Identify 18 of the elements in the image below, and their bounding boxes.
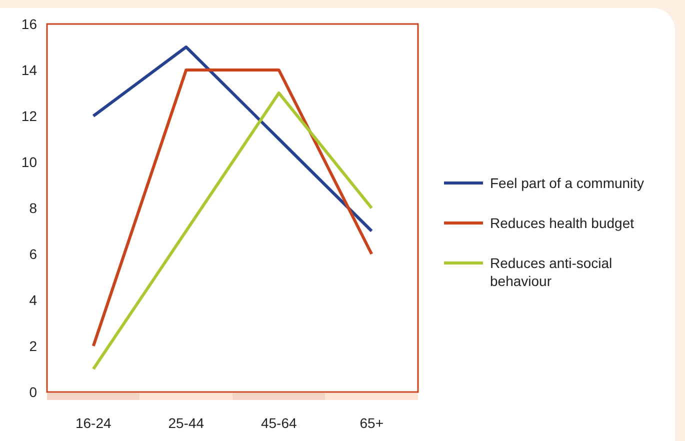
legend-label: Reduces health budget [490, 214, 634, 231]
line-series [92, 46, 374, 232]
y-tick-label: 12 [21, 108, 38, 124]
line-series [92, 92, 374, 370]
y-tick-label: 2 [29, 338, 38, 354]
legend-label: Feel part of a community [490, 174, 644, 191]
x-tick-label: 45-64 [260, 415, 297, 431]
x-tick-label: 25-44 [168, 415, 204, 431]
y-tick-label: 14 [21, 62, 38, 78]
y-tick-label: 8 [29, 200, 38, 216]
y-tick-label: 0 [29, 384, 38, 400]
legend-label: Reduces anti-social behaviour [490, 254, 612, 289]
y-tick-label: 16 [21, 16, 38, 32]
y-tick-label: 6 [29, 246, 38, 262]
x-tick-label: 65+ [360, 415, 384, 431]
y-tick-label: 4 [29, 292, 38, 308]
x-tick-label: 16-24 [75, 415, 112, 431]
y-tick-label: 10 [21, 154, 38, 170]
